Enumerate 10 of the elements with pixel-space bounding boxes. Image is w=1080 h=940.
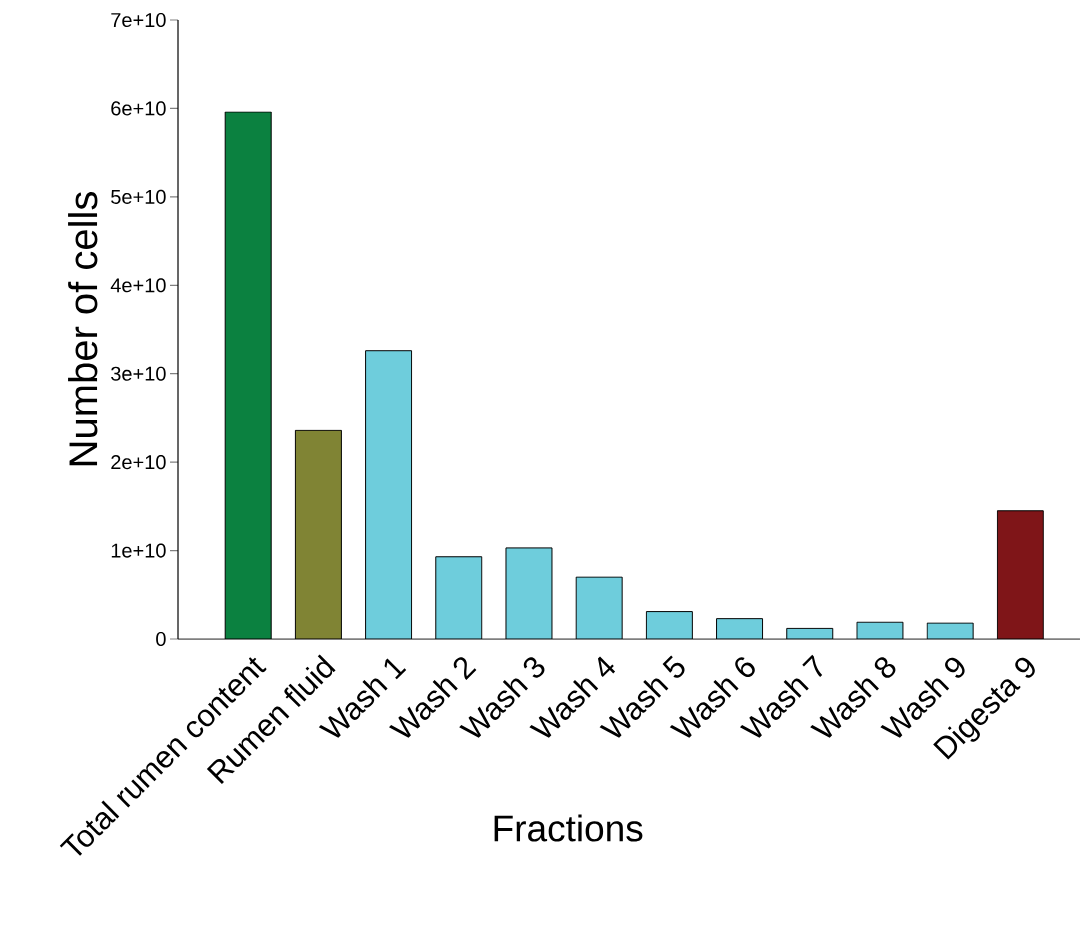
y-tick-label: 5e+10 [111, 189, 166, 204]
y-tick-label: 4e+10 [110, 278, 166, 293]
y-axis-title: Number of cells [68, 192, 98, 466]
y-tick-label: 3e+10 [111, 366, 166, 381]
y-tick-label: 0 [156, 631, 166, 647]
x-axis-title: Fractions [494, 814, 643, 842]
y-tick-label: 6e+10 [111, 101, 166, 116]
y-tick-label: 7e+10 [111, 12, 166, 28]
y-tick-label: 2e+10 [111, 455, 166, 470]
y-tick-label: 1e+10 [111, 543, 166, 558]
